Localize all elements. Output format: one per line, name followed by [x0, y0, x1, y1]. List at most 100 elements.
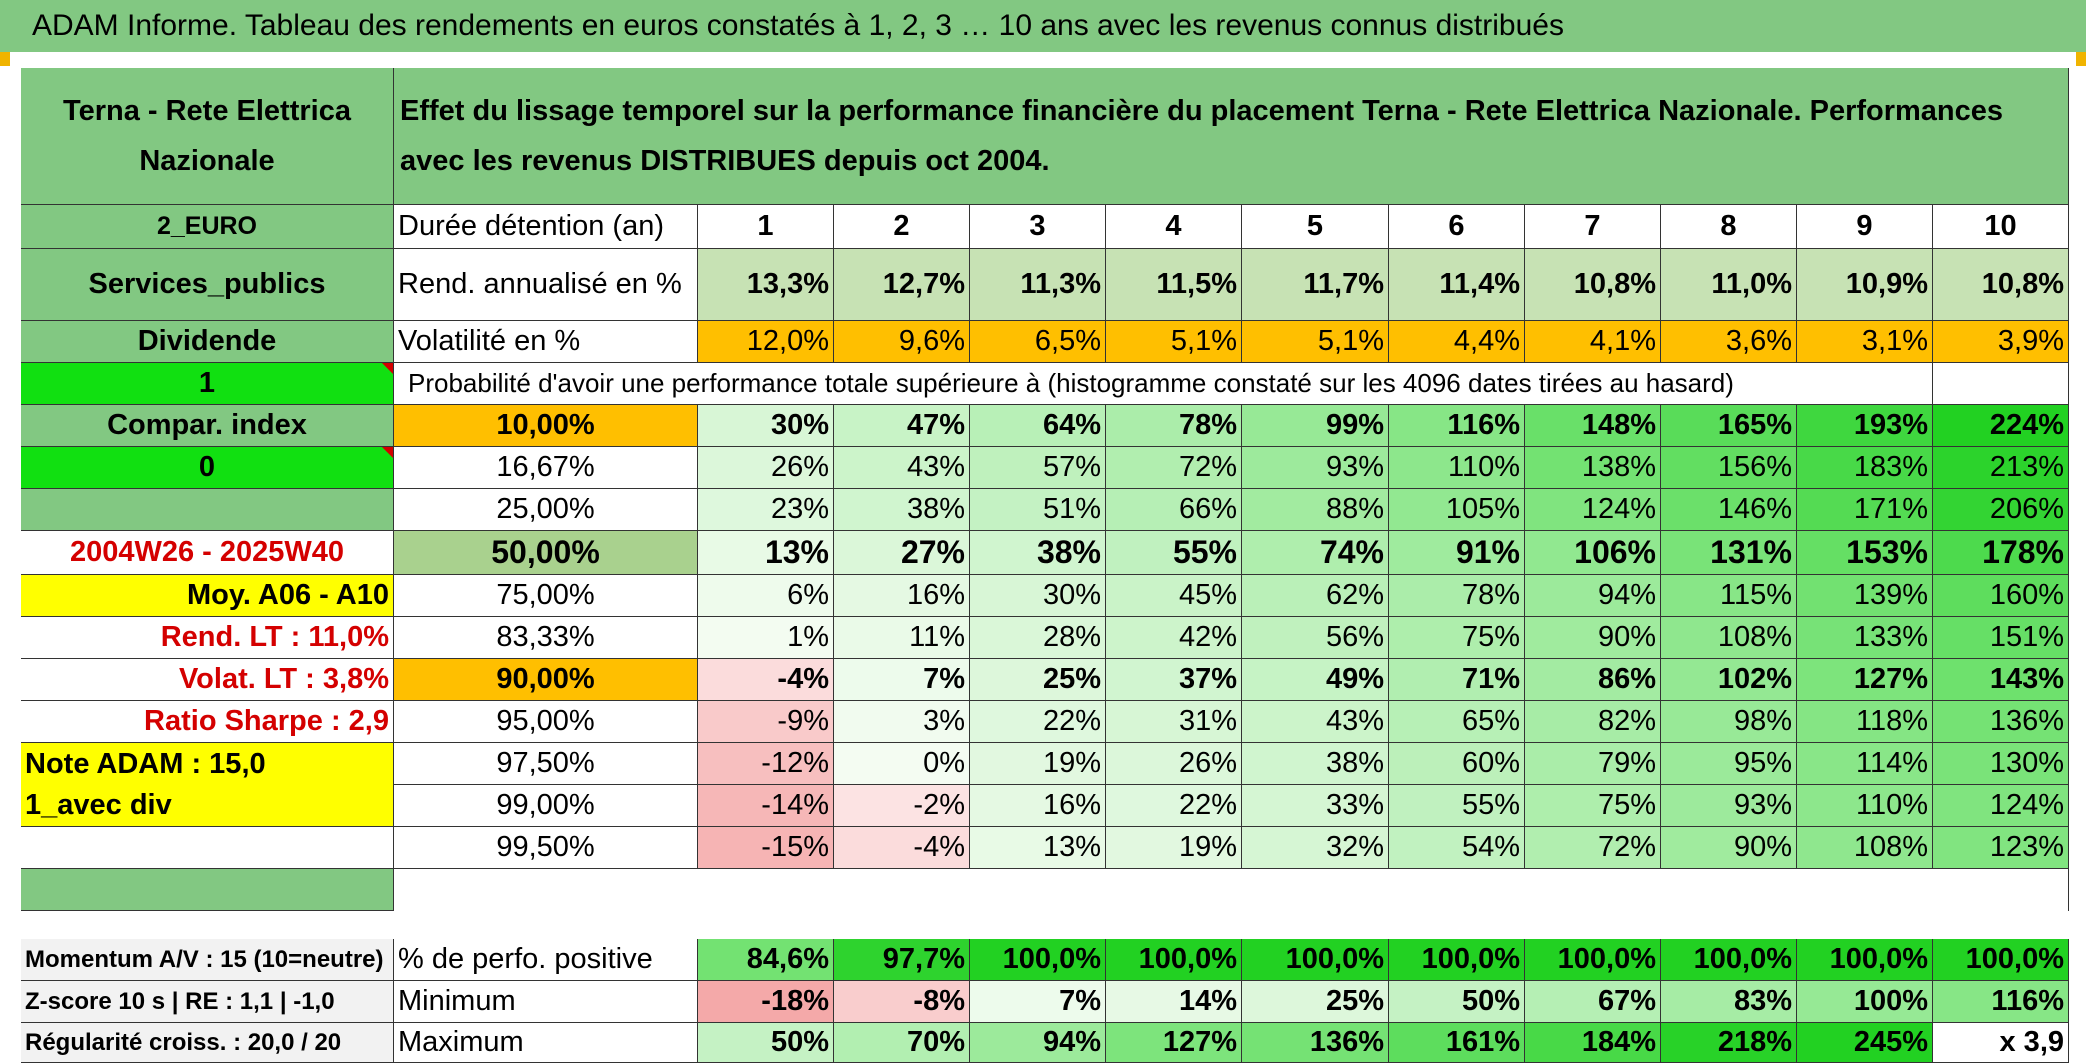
minimum-label: Minimum	[394, 981, 698, 1023]
percentile-value: 79%	[1525, 743, 1661, 785]
percentile-value: -4%	[698, 659, 834, 701]
summary-value: 127%	[1106, 1023, 1242, 1063]
percentile-value: 90%	[1661, 827, 1797, 869]
annual-return-4: 11,5%	[1106, 249, 1242, 321]
percentile-label: 97,50%	[394, 743, 698, 785]
percentile-value: 45%	[1106, 575, 1242, 617]
volatility-9: 3,1%	[1797, 321, 1933, 363]
percentile-value: 38%	[1242, 743, 1389, 785]
percentile-value: 82%	[1525, 701, 1661, 743]
summary-value: -18%	[698, 981, 834, 1023]
percentile-value: 93%	[1242, 447, 1389, 489]
summary-value: -8%	[834, 981, 970, 1023]
percentile-value: 114%	[1797, 743, 1933, 785]
percentile-value: 110%	[1797, 785, 1933, 827]
year-header-5: 5	[1242, 205, 1389, 249]
sector-label: Services_publics	[21, 249, 394, 321]
percentile-value: 74%	[1242, 531, 1389, 575]
momentum-label: Momentum A/V : 15 (10=neutre)	[21, 939, 394, 981]
percentile-label: 95,00%	[394, 701, 698, 743]
percentile-value: 143%	[1933, 659, 2069, 701]
summary-value: 67%	[1525, 981, 1661, 1023]
empty-green-cell	[21, 869, 394, 911]
positive-perf-label: % de perfo. positive	[394, 939, 698, 981]
empty-cell	[21, 827, 394, 869]
percentile-value: 55%	[1389, 785, 1525, 827]
percentile-value: 55%	[1106, 531, 1242, 575]
percentile-value: 116%	[1389, 405, 1525, 447]
percentile-value: 108%	[1661, 617, 1797, 659]
percentile-label: 75,00%	[394, 575, 698, 617]
percentile-value: 106%	[1525, 531, 1661, 575]
percentile-value: 51%	[970, 489, 1106, 531]
sharpe-label: Ratio Sharpe : 2,9	[21, 701, 394, 743]
percentile-value: 146%	[1661, 489, 1797, 531]
volatility-2: 9,6%	[834, 321, 970, 363]
year-header-8: 8	[1661, 205, 1797, 249]
percentile-value: 102%	[1661, 659, 1797, 701]
percentile-label: 90,00%	[394, 659, 698, 701]
description: Effet du lissage temporel sur la perform…	[394, 68, 2069, 205]
percentile-label: 25,00%	[394, 489, 698, 531]
percentile-value: 57%	[970, 447, 1106, 489]
percentile-value: 26%	[1106, 743, 1242, 785]
percentile-value: 38%	[970, 531, 1106, 575]
percentile-value: 136%	[1933, 701, 2069, 743]
percentile-value: 31%	[1106, 701, 1242, 743]
volatility-5: 5,1%	[1242, 321, 1389, 363]
note-adam-label: Note ADAM : 15,0	[21, 743, 394, 785]
percentile-value: 78%	[1389, 575, 1525, 617]
percentile-label: 10,00%	[394, 405, 698, 447]
corner-marker-right	[2076, 52, 2086, 66]
percentile-value: 19%	[970, 743, 1106, 785]
volatility-8: 3,6%	[1661, 321, 1797, 363]
moy-label: Moy. A06 - A10	[21, 575, 394, 617]
percentile-value: 124%	[1525, 489, 1661, 531]
summary-value: 161%	[1389, 1023, 1525, 1063]
percentile-value: 25%	[970, 659, 1106, 701]
percentile-value: 178%	[1933, 531, 2069, 575]
year-header-7: 7	[1525, 205, 1661, 249]
percentile-value: 133%	[1797, 617, 1933, 659]
year-header-4: 4	[1106, 205, 1242, 249]
input-cell-1[interactable]: 1	[21, 363, 394, 405]
currency-label: 2_EURO	[21, 205, 394, 249]
percentile-label: 50,00%	[394, 531, 698, 575]
percentile-value: 66%	[1106, 489, 1242, 531]
annual-return-10: 10,8%	[1933, 249, 2069, 321]
summary-value: 136%	[1242, 1023, 1389, 1063]
volatility-label: Volatilité en %	[394, 321, 698, 363]
percentile-value: 160%	[1933, 575, 2069, 617]
percentile-value: 213%	[1933, 447, 2069, 489]
percentile-value: -4%	[834, 827, 970, 869]
compar-index-label: Compar. index	[21, 405, 394, 447]
percentile-value: 43%	[834, 447, 970, 489]
percentile-value: 0%	[834, 743, 970, 785]
summary-value: 100,0%	[1933, 939, 2069, 981]
input-cell-0[interactable]: 0	[21, 447, 394, 489]
volatility-7: 4,1%	[1525, 321, 1661, 363]
summary-value: 100%	[1797, 981, 1933, 1023]
percentile-value: 171%	[1797, 489, 1933, 531]
percentile-value: 37%	[1106, 659, 1242, 701]
percentile-value: 72%	[1106, 447, 1242, 489]
percentile-value: 105%	[1389, 489, 1525, 531]
holding-duration-label: Durée détention (an)	[394, 205, 698, 249]
summary-value: 97,7%	[834, 939, 970, 981]
percentile-value: 127%	[1797, 659, 1933, 701]
percentile-value: 148%	[1525, 405, 1661, 447]
empty-cell	[1933, 363, 2069, 405]
percentile-label: 83,33%	[394, 617, 698, 659]
percentile-value: 30%	[698, 405, 834, 447]
percentile-value: 130%	[1933, 743, 2069, 785]
percentile-value: 7%	[834, 659, 970, 701]
avec-div-label: 1_avec div	[21, 785, 394, 827]
percentile-value: 108%	[1797, 827, 1933, 869]
empty-green-cell	[21, 489, 394, 531]
summary-value: 7%	[970, 981, 1106, 1023]
percentile-value: 47%	[834, 405, 970, 447]
percentile-value: 30%	[970, 575, 1106, 617]
percentile-value: 98%	[1661, 701, 1797, 743]
percentile-value: 16%	[970, 785, 1106, 827]
percentile-value: 38%	[834, 489, 970, 531]
